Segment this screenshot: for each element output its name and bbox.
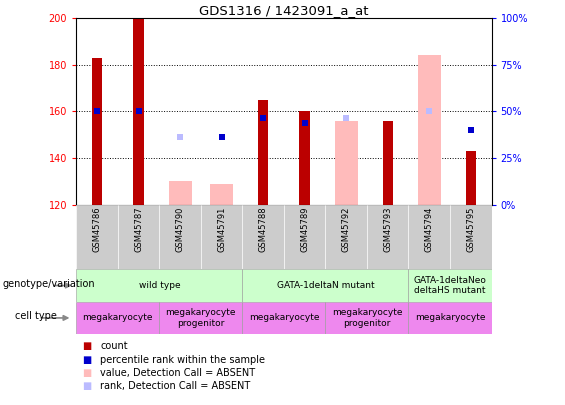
- Text: megakaryocyte: megakaryocyte: [82, 313, 153, 322]
- Text: GSM45788: GSM45788: [259, 207, 268, 252]
- Bar: [92, 58, 102, 205]
- Bar: [408, 302, 492, 334]
- Text: GATA-1deltaN mutant: GATA-1deltaN mutant: [277, 281, 374, 290]
- Bar: [466, 151, 476, 205]
- Text: megakaryocyte
progenitor: megakaryocyte progenitor: [166, 308, 236, 328]
- Bar: [210, 183, 233, 205]
- Bar: [258, 100, 268, 205]
- Bar: [408, 205, 450, 269]
- Bar: [201, 205, 242, 269]
- Text: percentile rank within the sample: percentile rank within the sample: [100, 355, 265, 364]
- Text: count: count: [100, 341, 128, 351]
- Text: GSM45790: GSM45790: [176, 207, 185, 252]
- Bar: [159, 205, 201, 269]
- Bar: [299, 111, 310, 205]
- Text: GSM45793: GSM45793: [383, 207, 392, 252]
- Text: ■: ■: [82, 382, 91, 391]
- Text: ■: ■: [82, 368, 91, 378]
- Text: ■: ■: [82, 341, 91, 351]
- Text: cell type: cell type: [15, 311, 57, 321]
- Title: GDS1316 / 1423091_a_at: GDS1316 / 1423091_a_at: [199, 4, 369, 17]
- Bar: [450, 205, 492, 269]
- Text: GSM45787: GSM45787: [134, 207, 143, 252]
- Bar: [383, 121, 393, 205]
- Bar: [367, 205, 408, 269]
- Text: GSM45786: GSM45786: [93, 207, 102, 252]
- Bar: [418, 55, 441, 205]
- Text: rank, Detection Call = ABSENT: rank, Detection Call = ABSENT: [100, 382, 250, 391]
- Text: megakaryocyte
progenitor: megakaryocyte progenitor: [332, 308, 402, 328]
- Bar: [325, 302, 408, 334]
- Text: GSM45791: GSM45791: [217, 207, 226, 252]
- Bar: [133, 18, 144, 205]
- Bar: [118, 205, 159, 269]
- Bar: [169, 181, 192, 205]
- Text: GSM45794: GSM45794: [425, 207, 434, 252]
- Bar: [242, 269, 408, 302]
- Text: GSM45795: GSM45795: [466, 207, 475, 252]
- Text: wild type: wild type: [138, 281, 180, 290]
- Bar: [159, 302, 242, 334]
- Bar: [325, 205, 367, 269]
- Text: GATA-1deltaNeo
deltaHS mutant: GATA-1deltaNeo deltaHS mutant: [414, 276, 486, 295]
- Text: value, Detection Call = ABSENT: value, Detection Call = ABSENT: [100, 368, 255, 378]
- Text: GSM45789: GSM45789: [300, 207, 309, 252]
- Text: megakaryocyte: megakaryocyte: [249, 313, 319, 322]
- Text: megakaryocyte: megakaryocyte: [415, 313, 485, 322]
- Bar: [242, 302, 325, 334]
- Text: genotype/variation: genotype/variation: [3, 279, 95, 289]
- Bar: [242, 205, 284, 269]
- Bar: [284, 205, 325, 269]
- Text: GSM45792: GSM45792: [342, 207, 351, 252]
- Bar: [335, 121, 358, 205]
- Bar: [76, 205, 118, 269]
- Bar: [408, 269, 492, 302]
- Bar: [76, 302, 159, 334]
- Bar: [76, 269, 242, 302]
- Text: ■: ■: [82, 355, 91, 364]
